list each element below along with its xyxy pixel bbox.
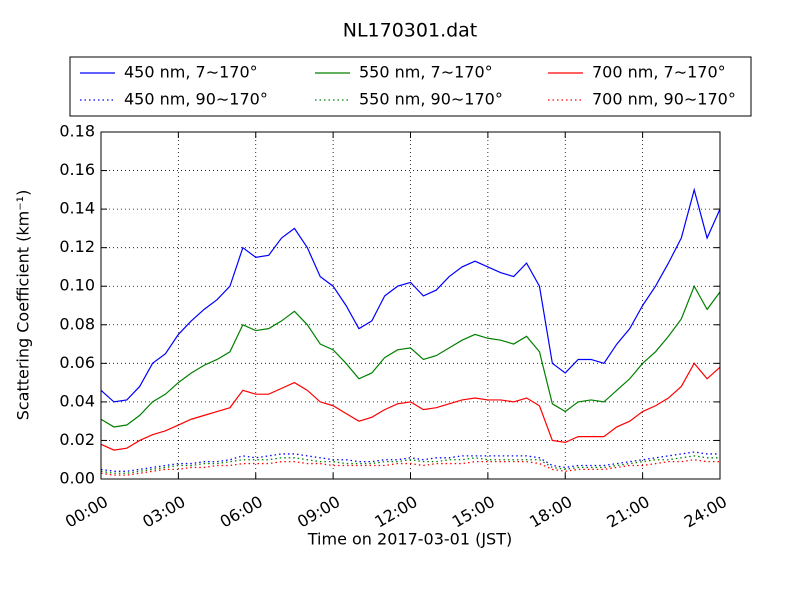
plot-frame (100, 131, 721, 480)
legend-label: 450 nm, 90∼170° (124, 90, 268, 109)
legend-label: 550 nm, 90∼170° (359, 90, 503, 109)
chart-title: NL170301.dat (343, 20, 478, 42)
y-axis-label: Scattering Coefficient (km⁻¹) (14, 190, 33, 421)
y-tick-label: 0.12 (59, 237, 95, 256)
y-tick-label: 0.10 (59, 276, 95, 295)
y-tick-label: 0.06 (59, 353, 95, 372)
x-axis-label: Time on 2017-03-01 (JST) (307, 530, 512, 549)
y-tick-label: 0.00 (59, 469, 95, 488)
data-line (100, 459, 720, 476)
data-line (100, 187, 721, 403)
y-tick-label: 0.18 (59, 122, 95, 141)
y-tick-label: 0.14 (59, 199, 95, 218)
data-line (100, 284, 721, 428)
legend-label: 450 nm, 7∼170° (124, 63, 258, 82)
data-line (100, 451, 720, 472)
data-line (100, 362, 721, 451)
data-line (100, 455, 720, 474)
y-tick-label: 0.04 (59, 391, 95, 410)
y-tick-label: 0.02 (59, 430, 95, 449)
legend-label: 550 nm, 7∼170° (359, 63, 493, 82)
legend-box (69, 56, 752, 117)
y-tick-label: 0.16 (59, 160, 95, 179)
y-tick-label: 0.08 (59, 314, 95, 333)
legend-label: 700 nm, 7∼170° (592, 63, 726, 82)
legend-label: 700 nm, 90∼170° (592, 90, 736, 109)
